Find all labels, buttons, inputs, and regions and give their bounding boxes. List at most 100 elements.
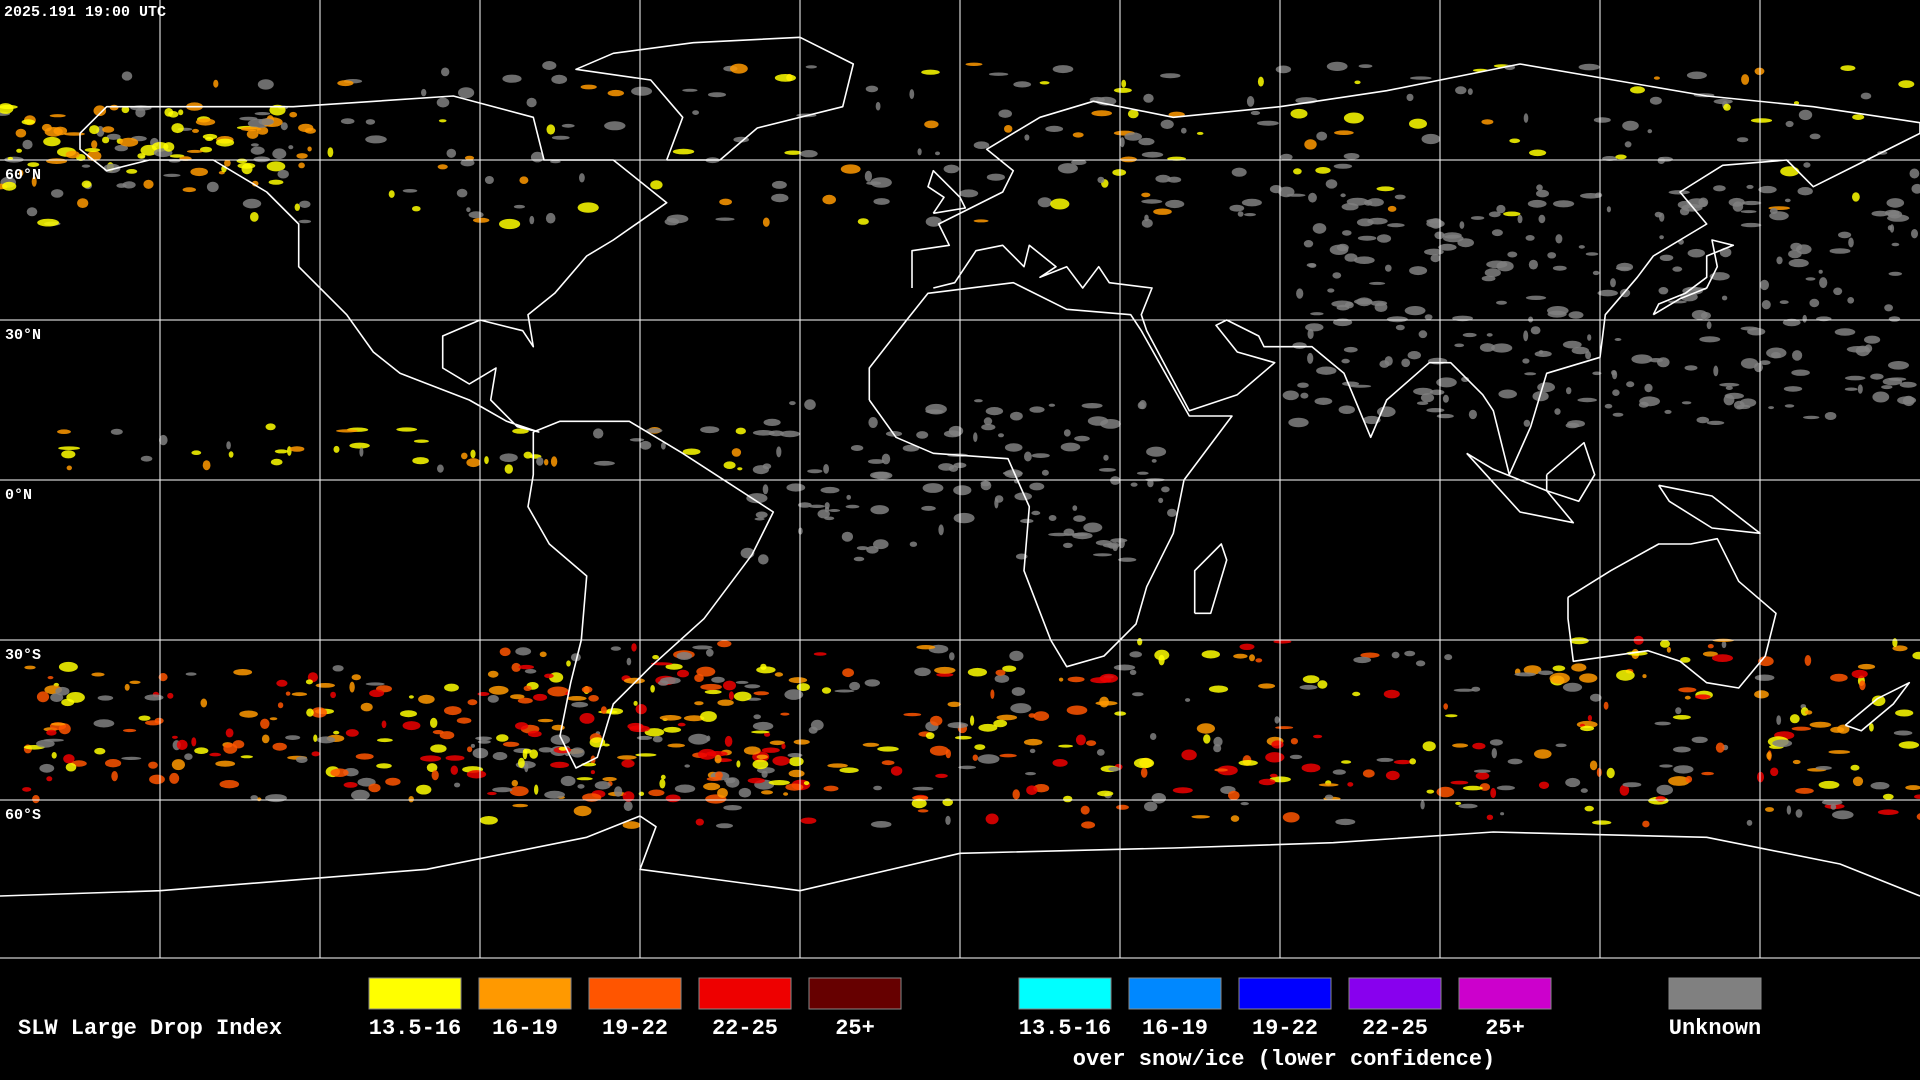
cloud-patch (1041, 469, 1049, 476)
cloud-patch (1391, 651, 1400, 659)
cloud-patch (916, 645, 936, 650)
cloud-patch (315, 683, 335, 688)
cloud-patch (1363, 415, 1381, 425)
cloud-patch (1057, 163, 1078, 174)
cloud-patch (534, 784, 539, 795)
cloud-patch (1562, 340, 1582, 349)
cloud-patch (764, 732, 771, 737)
cloud-patch (1103, 454, 1109, 461)
cloud-patch (1488, 211, 1501, 218)
cloud-patch (1080, 805, 1090, 815)
cloud-patch (202, 133, 218, 140)
cloud-patch (1642, 820, 1650, 828)
cloud-patch (466, 207, 471, 213)
cloud-patch (1624, 141, 1632, 148)
cloud-patch (450, 765, 458, 775)
cloud-patch (1341, 358, 1350, 364)
cloud-patch (246, 129, 259, 139)
cloud-patch (621, 759, 635, 768)
cloud-patch (752, 759, 769, 770)
cloud-patch (780, 712, 790, 716)
cloud-patch (1334, 130, 1354, 135)
cloud-patch (1073, 515, 1086, 522)
cloud-patch (1158, 654, 1165, 666)
legend-swatch (368, 977, 462, 1010)
cloud-patch (813, 652, 827, 656)
cloud-patch (1037, 197, 1052, 208)
cloud-patch (345, 729, 359, 737)
cloud-patch (1804, 710, 1813, 715)
cloud-patch (285, 735, 301, 740)
cloud-patch (1048, 515, 1057, 521)
cloud-patch (752, 721, 774, 731)
cloud-patch (467, 699, 478, 706)
cloud-patch (934, 666, 956, 674)
cloud-patch (1721, 641, 1727, 649)
cloud-patch (1333, 163, 1353, 169)
cloud-patch (1113, 87, 1132, 93)
cloud-patch (1172, 787, 1193, 794)
cloud-patch (402, 721, 421, 731)
cloud-patch (715, 217, 735, 221)
cloud-patch (692, 110, 699, 115)
cloud-patch (978, 723, 998, 732)
cloud-patch (1577, 397, 1597, 403)
cloud-patch (1491, 343, 1513, 353)
cloud-patch (215, 760, 236, 767)
cloud-patch (652, 655, 659, 660)
cloud-patch (924, 120, 939, 129)
cloud-patch (464, 155, 475, 161)
cloud-patch (7, 156, 14, 160)
cloud-patch (943, 164, 960, 174)
cloud-patch (823, 785, 839, 792)
cloud-patch (988, 72, 1009, 76)
cloud-patch (1470, 216, 1485, 220)
cloud-patch (866, 181, 882, 185)
cloud-patch (1911, 229, 1918, 239)
cloud-patch (953, 485, 972, 496)
cloud-patch (512, 428, 529, 434)
cloud-patch (1537, 382, 1555, 393)
coastline (575, 36, 855, 161)
cloud-patch (929, 745, 949, 756)
cloud-patch (590, 770, 596, 775)
cloud-patch (1529, 149, 1547, 157)
cloud-patch (16, 148, 22, 153)
cloud-patch (1792, 759, 1801, 765)
cloud-patch (89, 125, 100, 135)
cloud-patch (1770, 767, 1779, 777)
cloud-patch (761, 747, 780, 753)
cloud-patch (458, 87, 475, 99)
cloud-patch (1341, 203, 1359, 211)
cloud-patch (461, 452, 468, 460)
cloud-patch (191, 450, 202, 456)
cloud-patch (996, 714, 1018, 721)
cloud-patch (716, 823, 733, 829)
cloud-patch (169, 772, 180, 784)
cloud-patch (1343, 346, 1358, 353)
cloud-patch (305, 679, 313, 685)
cloud-patch (949, 652, 955, 661)
cloud-patch (973, 219, 989, 223)
cloud-patch (1160, 73, 1181, 79)
cloud-patch (672, 148, 695, 155)
cloud-patch (1307, 352, 1314, 364)
cloud-patch (91, 672, 105, 677)
cloud-patch (1406, 93, 1414, 102)
cloud-patch (676, 652, 693, 660)
cloud-patch (408, 695, 414, 699)
cloud-patch (762, 463, 772, 470)
cloud-patch (437, 464, 444, 473)
cloud-patch (66, 465, 73, 471)
cloud-patch (1165, 199, 1185, 209)
cloud-patch (1549, 672, 1570, 684)
cloud-patch (1083, 522, 1103, 533)
cloud-patch (762, 217, 770, 227)
cloud-patch (1257, 76, 1264, 87)
cloud-patch (824, 502, 830, 510)
cloud-patch (63, 754, 75, 764)
cloud-patch (1132, 692, 1144, 697)
cloud-patch (566, 696, 587, 701)
cloud-patch (644, 728, 665, 737)
